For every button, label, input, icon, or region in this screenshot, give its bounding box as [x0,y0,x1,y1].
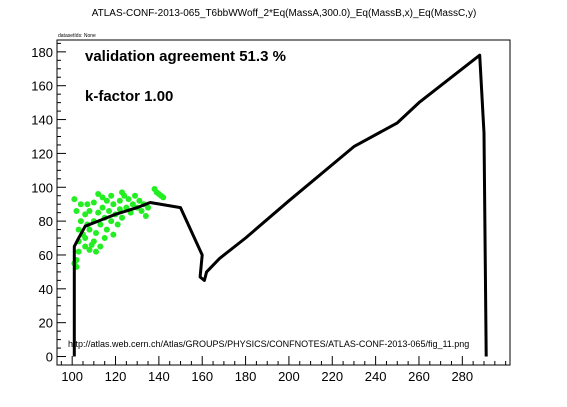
data-point [138,207,145,214]
data-point [86,246,93,253]
data-point [95,191,102,198]
data-point [77,218,84,225]
data-point [93,248,100,255]
data-point [73,207,80,214]
dataset-label: datasetIds: None [58,33,96,39]
data-point [108,218,115,225]
kfactor-annotation: k-factor 1.00 [85,88,173,105]
data-point [103,197,110,204]
data-point [142,213,149,220]
data-point [77,201,84,208]
data-point [145,204,152,211]
x-tick-label: 200 [278,369,300,384]
data-point [99,204,106,211]
plot-frame [56,39,511,366]
data-point [95,209,102,216]
data-point [110,231,117,238]
y-tick-label: 0 [46,350,53,365]
data-point [132,192,139,199]
y-tick-label: 40 [39,282,53,297]
x-tick-label: 140 [148,369,170,384]
agreement-annotation: validation agreement 51.3 % [85,48,286,65]
contour-line [72,53,488,357]
data-point [90,199,97,206]
data-point [86,226,93,233]
data-point [97,243,104,250]
data-point [114,221,121,228]
y-tick-label: 100 [31,180,53,195]
data-point [75,226,82,233]
data-point [82,243,89,250]
y-tick-label: 120 [31,146,53,161]
data-point [99,194,106,201]
y-tick-label: 80 [39,214,53,229]
data-point [103,226,110,233]
source-url: http://atlas.web.cern.ch/Atlas/GROUPS/PH… [68,339,469,349]
y-tick-label: 60 [39,248,53,263]
data-point [90,238,97,245]
y-tick-label: 140 [31,113,53,128]
data-point [116,206,123,213]
x-tick-label: 260 [408,369,430,384]
data-point [125,196,132,203]
data-point [129,201,136,208]
data-point [160,194,167,201]
x-tick-label: 160 [191,369,213,384]
data-point [121,192,128,199]
y-tick-label: 160 [31,79,53,94]
y-tick-label: 20 [39,316,53,331]
data-point [116,197,123,204]
y-tick-label: 180 [31,45,53,60]
data-point [136,197,143,204]
data-point [108,192,115,199]
data-point [86,207,93,214]
x-tick-label: 180 [235,369,257,384]
data-point [75,248,82,255]
y-axis: 0 20 40 60 80 100 120 140 160 180 [31,42,66,366]
x-tick-label: 120 [105,369,127,384]
data-point [110,201,117,208]
data-points [71,185,167,270]
data-point [119,214,126,221]
x-axis: 100 120 140 160 180 200 220 240 260 280 [60,356,507,384]
exclusion-contour [72,53,488,357]
data-point [97,221,104,228]
x-tick-label: 220 [321,369,343,384]
x-tick-label: 240 [365,369,387,384]
x-tick-label: 100 [61,369,83,384]
data-point [82,211,89,218]
data-point [101,235,108,242]
data-point [106,207,113,214]
data-point [82,235,89,242]
data-point [84,201,91,208]
data-point [93,229,100,236]
x-tick-label: 280 [451,369,473,384]
chart-title: ATLAS-CONF-2013-065_T6bbWWoff_2*Eq(MassA… [92,8,477,19]
data-point [71,196,78,203]
